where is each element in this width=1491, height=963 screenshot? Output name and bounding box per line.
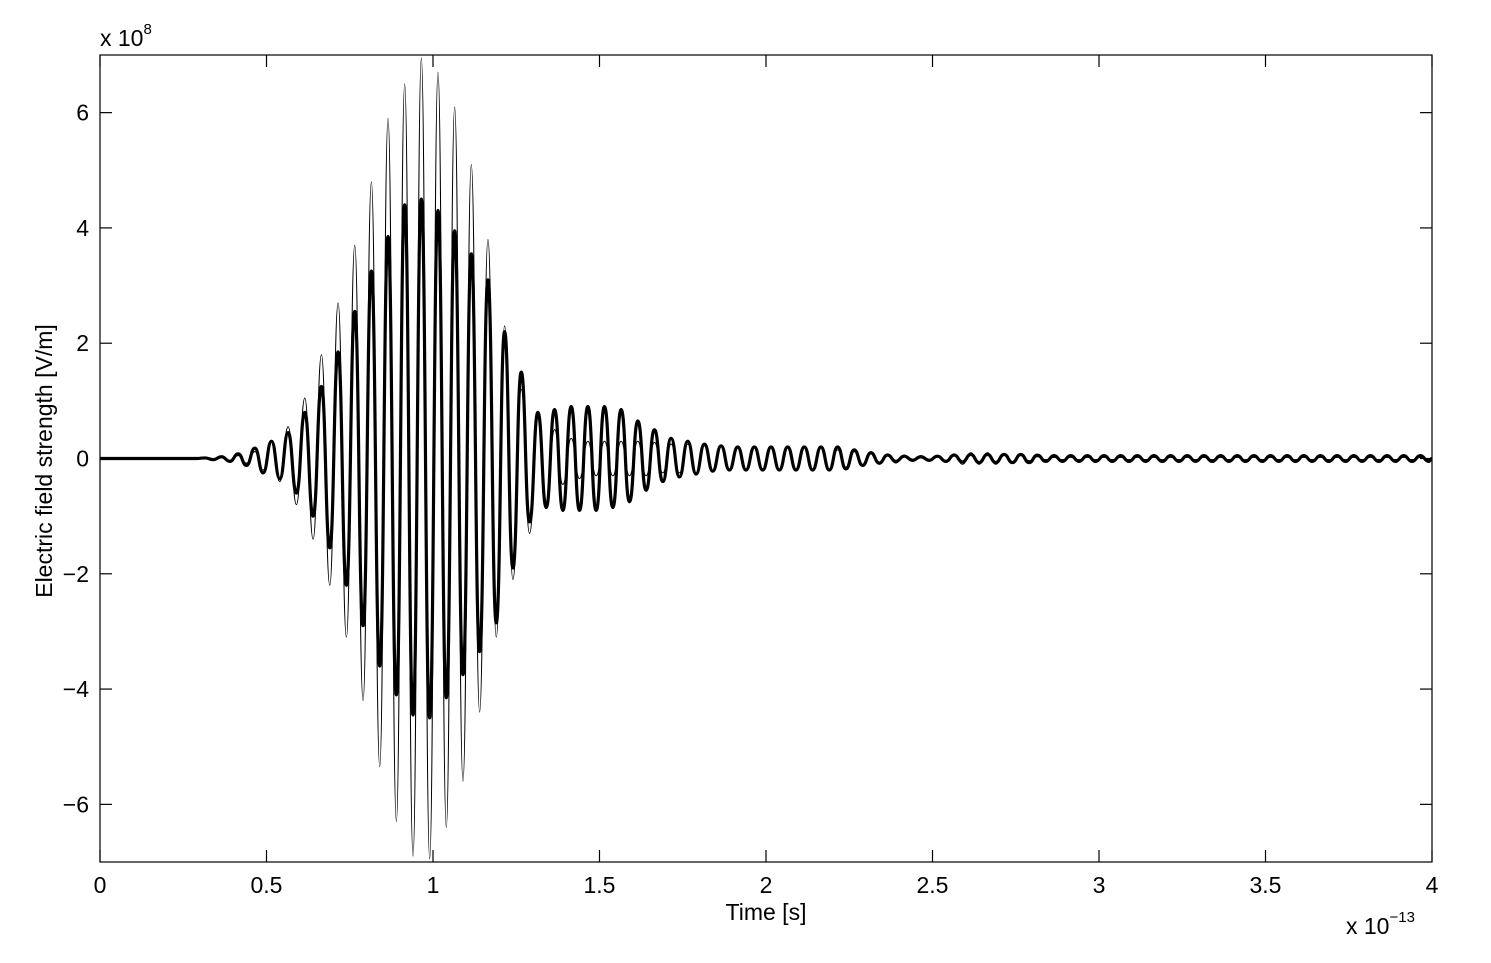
x-multiplier: x 10−13 (1346, 909, 1415, 939)
x-tick-label: 4 (1426, 872, 1439, 898)
x-tick-label: 1.5 (584, 872, 616, 898)
series-line (100, 197, 1432, 720)
x-tick-label: 2 (760, 872, 773, 898)
x-tick-label: 3 (1093, 872, 1106, 898)
y-tick-label: 2 (76, 330, 89, 356)
x-tick-label: 2.5 (917, 872, 949, 898)
y-tick-label: 0 (76, 446, 89, 472)
y-tick-label: 6 (76, 100, 89, 126)
x-tick-label: 1 (427, 872, 440, 898)
x-tick-label: 3.5 (1250, 872, 1282, 898)
y-multiplier-exponent: 8 (143, 21, 151, 38)
plot-lines (100, 57, 1432, 860)
y-tick-label: −4 (63, 676, 89, 702)
y-tick-label: 4 (76, 215, 89, 241)
x-multiplier-base: x 10 (1346, 913, 1389, 939)
x-tick-label: 0.5 (251, 872, 283, 898)
y-multiplier: x 108 (100, 21, 152, 51)
y-tick-label: −6 (63, 791, 89, 817)
x-tick-label: 0 (94, 872, 107, 898)
y-multiplier-base: x 10 (100, 25, 143, 51)
x-multiplier-exponent: −13 (1389, 909, 1414, 926)
y-tick-label: −2 (63, 561, 89, 587)
y-axis-label: Electric field strength [V/m] (31, 324, 57, 598)
x-axis-label: Time [s] (726, 899, 807, 925)
